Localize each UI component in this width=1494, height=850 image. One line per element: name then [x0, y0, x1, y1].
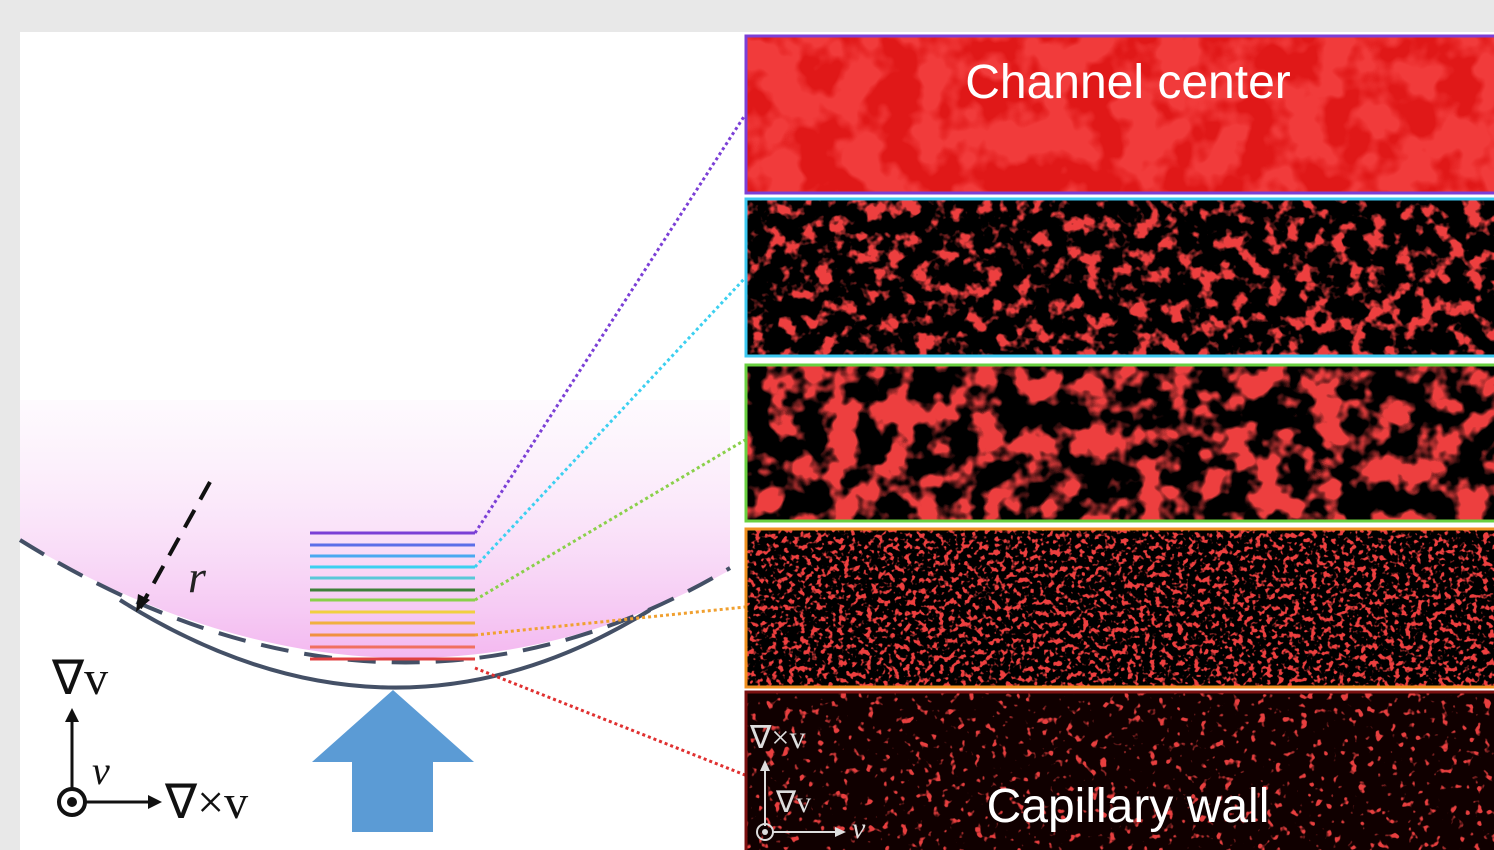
axis-up-label: ∇v [51, 652, 108, 705]
panel-texture [746, 365, 1494, 521]
panel-texture [746, 529, 1494, 687]
axis-right-label: ∇×v [164, 776, 248, 829]
panel [746, 365, 1494, 521]
panel [746, 199, 1494, 356]
figure: r ∇v v ∇×v [0, 0, 1494, 850]
inset-axis-up-label: ∇×v [749, 719, 805, 755]
page: r ∇v v ∇×v [0, 0, 1494, 850]
top-panel-label: Channel center [965, 56, 1291, 109]
inset-axis-in-dot [762, 829, 768, 835]
inset-axis-right-label: ∇v [775, 786, 811, 819]
bottom-panel-label: Capillary wall [987, 780, 1270, 833]
axis-in-dot [67, 797, 77, 807]
panel-texture [746, 199, 1494, 356]
radius-label: r [188, 551, 207, 602]
inset-axis-in-label: v [852, 812, 866, 845]
axis-in-label: v [92, 748, 110, 793]
panel [746, 529, 1494, 687]
